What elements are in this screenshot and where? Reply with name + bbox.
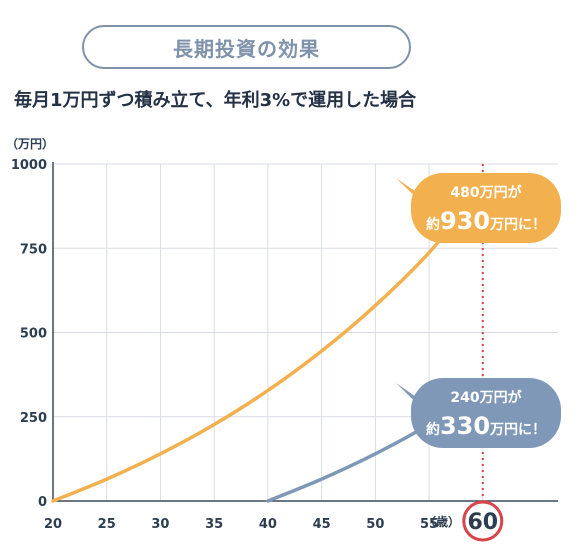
series-line-1: [51, 185, 485, 503]
callout-prefix: 約: [426, 216, 440, 233]
callout-prefix: 約: [426, 421, 440, 438]
y-tick-label: 750: [20, 242, 47, 257]
y-tick-label: 1000: [11, 158, 47, 173]
y-tick-label: 500: [20, 327, 47, 342]
chart-subtitle: 毎月1万円ずつ積み立て、年利3%で運用した場合: [14, 90, 417, 111]
y-tick-label: 0: [38, 495, 47, 510]
x-tick-label: 25: [98, 517, 116, 532]
callout-line1: 480万円が: [450, 184, 522, 201]
callout-bubble: [411, 173, 561, 243]
callout-suffix: 万円に！: [489, 422, 546, 438]
chart-title-badge: 長期投資の効果: [82, 25, 411, 69]
x-axis-unit-label: （歳）: [424, 514, 460, 529]
x-tick-label: 45: [313, 517, 331, 532]
x-tick-label: 35: [205, 517, 223, 532]
highlight-age-circle: [462, 500, 504, 542]
x-tick-label: 40: [259, 517, 277, 532]
callout-amount: 930: [440, 207, 490, 235]
callout-line1: 240万円が: [450, 389, 522, 406]
x-tick-label: 20: [44, 517, 62, 532]
callout-amount: 330: [440, 412, 490, 440]
x-tick-label: 55: [420, 517, 438, 532]
x-tick-label: 50: [366, 517, 384, 532]
y-tick-label: 250: [20, 411, 47, 426]
highlight-age-label: 60: [467, 510, 498, 535]
callout-bubble: [411, 378, 561, 448]
callout-suffix: 万円に！: [489, 217, 546, 233]
callout-line2: 約330万円に！: [426, 412, 546, 440]
chart-title: 長期投資の効果: [173, 36, 320, 61]
callout-line2: 約930万円に！: [426, 207, 546, 235]
x-tick-label: 30: [151, 517, 169, 532]
y-axis-unit-label: （万円）: [6, 136, 54, 151]
